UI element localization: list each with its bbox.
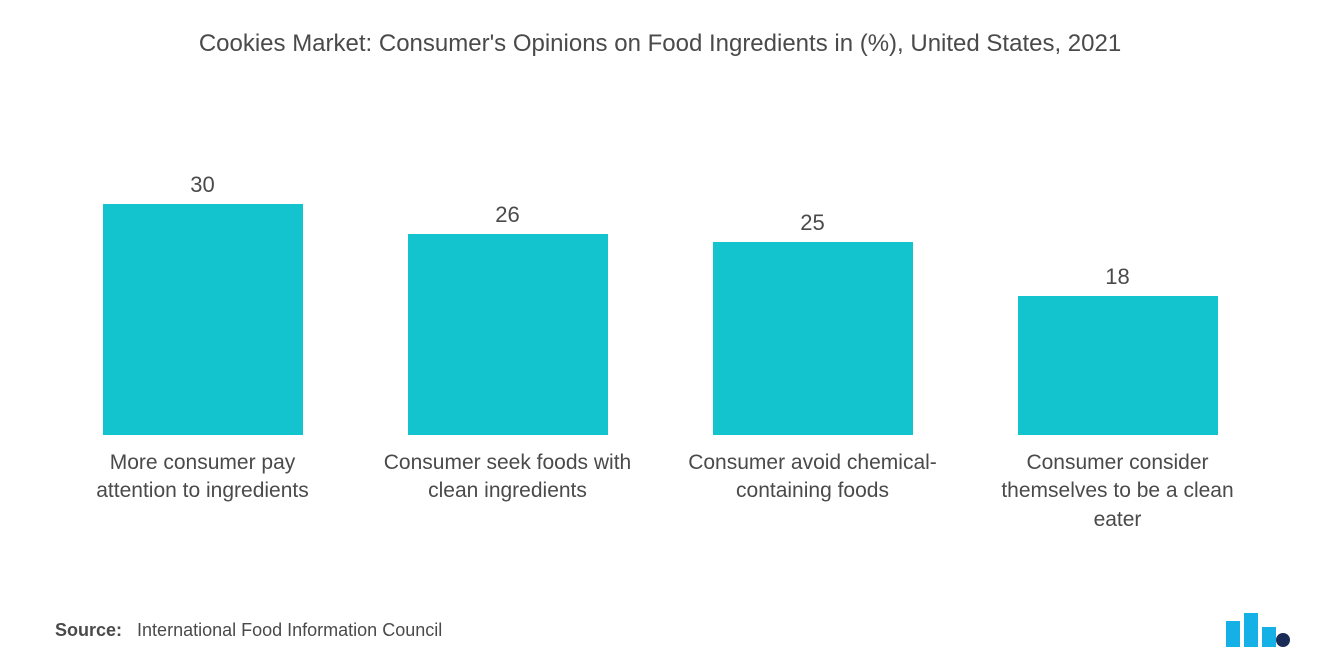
logo-bar-2-icon xyxy=(1244,613,1258,647)
bar-category-0: More consumer pay attention to ingredien… xyxy=(73,449,333,506)
source-line: Source: International Food Information C… xyxy=(55,620,442,641)
bar-group-0: 30 More consumer pay attention to ingred… xyxy=(50,165,355,506)
bar-value-0: 30 xyxy=(190,172,214,198)
bar-group-1: 26 Consumer seek foods with clean ingred… xyxy=(355,165,660,506)
chart-title: Cookies Market: Consumer's Opinions on F… xyxy=(0,0,1320,58)
bar-0 xyxy=(103,204,303,435)
logo-bar-3-icon xyxy=(1262,627,1276,647)
source-text: International Food Information Council xyxy=(137,620,442,640)
bar-value-3: 18 xyxy=(1105,264,1129,290)
bar-1 xyxy=(408,234,608,435)
logo-dot-icon xyxy=(1276,633,1290,647)
bar-2 xyxy=(713,242,913,435)
bar-category-1: Consumer seek foods with clean ingredien… xyxy=(378,449,638,506)
bar-category-3: Consumer consider themselves to be a cle… xyxy=(988,449,1248,534)
bar-value-2: 25 xyxy=(800,210,824,236)
bar-3 xyxy=(1018,296,1218,435)
bar-group-3: 18 Consumer consider themselves to be a … xyxy=(965,165,1270,534)
brand-logo xyxy=(1226,609,1290,647)
logo-bar-1-icon xyxy=(1226,621,1240,647)
bar-group-2: 25 Consumer avoid chemical-containing fo… xyxy=(660,165,965,506)
bar-value-1: 26 xyxy=(495,202,519,228)
source-label: Source: xyxy=(55,620,122,640)
bar-category-2: Consumer avoid chemical-containing foods xyxy=(683,449,943,506)
chart-plot-area: 30 More consumer pay attention to ingred… xyxy=(50,165,1270,575)
